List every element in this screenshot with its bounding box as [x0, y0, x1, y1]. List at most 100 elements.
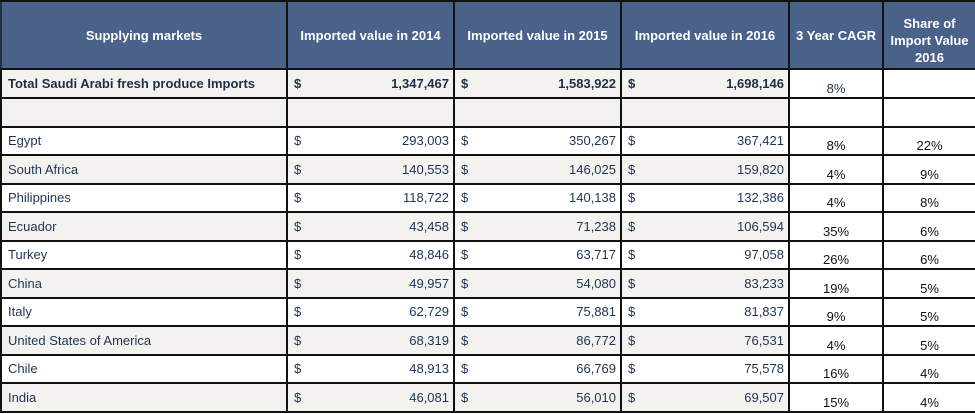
value-2015: $54,080 — [453, 268, 622, 299]
value-2016: $83,233 — [620, 268, 790, 299]
blank-cell — [0, 96, 288, 128]
value-2015: $63,717 — [453, 239, 622, 270]
value-2015: $75,881 — [453, 296, 622, 327]
value-2014: $68,319 — [286, 325, 455, 356]
value-2014: $46,081 — [286, 382, 455, 413]
dollar-sign: $ — [294, 190, 302, 206]
dollar-sign: $ — [461, 161, 469, 177]
table-row: India $46,081 $56,010 $69,507 15% 4% — [0, 382, 975, 413]
dollar-sign: $ — [461, 190, 469, 206]
value-2016: $69,507 — [620, 382, 790, 413]
cagr-value: 16% — [788, 353, 884, 384]
share-value: 5% — [882, 268, 975, 299]
dollar-sign: $ — [294, 133, 302, 149]
value-2016: $106,594 — [620, 211, 790, 242]
total-share — [882, 68, 975, 99]
cagr-value: 19% — [788, 268, 884, 299]
table-row: South Africa $140,553 $146,025 $159,820 4% 9% — [0, 154, 975, 185]
table-row: Philippines $118,722 $140,138 $132,386 4% 8% — [0, 182, 975, 213]
table-row: Ecuador $43,458 $71,238 $106,594 35% 6% — [0, 211, 975, 242]
value-2015: $350,267 — [453, 125, 622, 156]
dollar-sign: $ — [294, 218, 302, 234]
dollar-sign: $ — [461, 218, 469, 234]
dollar-sign: $ — [628, 133, 636, 149]
dollar-sign: $ — [628, 247, 636, 263]
dollar-sign: $ — [461, 275, 469, 291]
market-name: India — [0, 382, 288, 413]
dollar-sign: $ — [628, 218, 636, 234]
header-share: Share of Import Value 2016 — [882, 0, 975, 70]
value-2016: $367,421 — [620, 125, 790, 156]
market-name: China — [0, 268, 288, 299]
market-name: South Africa — [0, 154, 288, 185]
dollar-sign: $ — [461, 389, 469, 405]
value-2016: $81,837 — [620, 296, 790, 327]
market-name: Ecuador — [0, 211, 288, 242]
table-row: China $49,957 $54,080 $83,233 19% 5% — [0, 268, 975, 299]
dollar-sign: $ — [628, 75, 636, 91]
dollar-sign: $ — [294, 275, 302, 291]
blank-cell — [882, 96, 975, 128]
table-row: United States of America $68,319 $86,772 $7… — [0, 325, 975, 356]
value-2015: $71,238 — [453, 211, 622, 242]
dollar-sign: $ — [461, 361, 469, 377]
dollar-sign: $ — [628, 361, 636, 377]
cagr-value: 26% — [788, 239, 884, 270]
dollar-sign: $ — [461, 75, 469, 91]
share-value: 8% — [882, 182, 975, 213]
total-2016: $1,698,146 — [620, 68, 790, 99]
total-2014: $1,347,467 — [286, 68, 455, 99]
value-2015: $140,138 — [453, 182, 622, 213]
market-name: Italy — [0, 296, 288, 327]
header-supplying-markets: Supplying markets — [0, 0, 288, 70]
dollar-sign: $ — [461, 332, 469, 348]
total-row: Total Saudi Arabi fresh produce Imports … — [0, 68, 975, 99]
table-row: Italy $62,729 $75,881 $81,837 9% 5% — [0, 296, 975, 327]
dollar-sign: $ — [294, 361, 302, 377]
blank-cell — [286, 96, 455, 128]
share-value: 9% — [882, 154, 975, 185]
dollar-sign: $ — [628, 190, 636, 206]
value-2014: $118,722 — [286, 182, 455, 213]
value-2015: $66,769 — [453, 353, 622, 384]
value-2014: $49,957 — [286, 268, 455, 299]
table-row: Turkey $48,846 $63,717 $97,058 26% 6% — [0, 239, 975, 270]
value-2014: $140,553 — [286, 154, 455, 185]
blank-cell — [620, 96, 790, 128]
blank-row — [0, 96, 975, 128]
dollar-sign: $ — [294, 247, 302, 263]
cagr-value: 8% — [788, 125, 884, 156]
header-2016: Imported value in 2016 — [620, 0, 790, 70]
dollar-sign: $ — [294, 389, 302, 405]
header-cagr: 3 Year CAGR — [788, 0, 884, 70]
market-name: Turkey — [0, 239, 288, 270]
share-value: 4% — [882, 382, 975, 413]
share-value: 6% — [882, 239, 975, 270]
cagr-value: 35% — [788, 211, 884, 242]
dollar-sign: $ — [461, 133, 469, 149]
market-name: Egypt — [0, 125, 288, 156]
dollar-sign: $ — [294, 161, 302, 177]
value-2015: $86,772 — [453, 325, 622, 356]
blank-cell — [788, 96, 884, 128]
value-2014: $293,003 — [286, 125, 455, 156]
cagr-value: 4% — [788, 154, 884, 185]
share-value: 6% — [882, 211, 975, 242]
dollar-sign: $ — [628, 389, 636, 405]
total-market: Total Saudi Arabi fresh produce Imports — [0, 68, 288, 99]
value-2016: $159,820 — [620, 154, 790, 185]
cagr-value: 15% — [788, 382, 884, 413]
share-value: 22% — [882, 125, 975, 156]
value-2014: $48,913 — [286, 353, 455, 384]
table-row: Egypt $293,003 $350,267 $367,421 8% 22% — [0, 125, 975, 156]
header-2014: Imported value in 2014 — [286, 0, 455, 70]
table-row: Chile $48,913 $66,769 $75,578 16% 4% — [0, 353, 975, 384]
dollar-sign: $ — [294, 75, 302, 91]
dollar-sign: $ — [628, 275, 636, 291]
value-2016: $97,058 — [620, 239, 790, 270]
dollar-sign: $ — [461, 247, 469, 263]
dollar-sign: $ — [628, 332, 636, 348]
cagr-value: 9% — [788, 296, 884, 327]
value-2016: $132,386 — [620, 182, 790, 213]
dollar-sign: $ — [628, 161, 636, 177]
